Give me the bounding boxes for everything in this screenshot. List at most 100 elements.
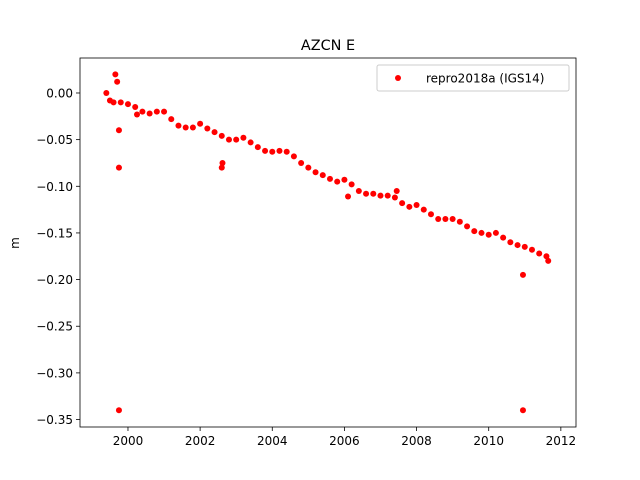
data-point: [283, 148, 290, 155]
y-tick-label: −0.20: [36, 273, 73, 287]
data-points: [103, 71, 552, 414]
data-point: [161, 108, 168, 115]
data-point: [478, 229, 485, 236]
data-point: [182, 124, 189, 131]
data-point: [345, 193, 352, 200]
data-point: [115, 127, 122, 134]
data-point: [326, 175, 333, 182]
data-point: [110, 99, 117, 106]
data-point: [218, 164, 225, 171]
data-point: [492, 229, 499, 236]
data-point: [500, 234, 507, 241]
x-axis-ticks: 2000 2002 2004 2006 2008 2010 2012: [113, 427, 576, 448]
data-point: [114, 78, 121, 85]
data-point: [240, 134, 247, 141]
data-point: [384, 192, 391, 199]
legend: repro2018a (IGS14): [376, 64, 570, 92]
data-point: [276, 147, 283, 154]
data-point: [139, 108, 146, 115]
y-tick-label: −0.25: [36, 320, 73, 334]
x-tick-label: 2002: [185, 434, 216, 448]
data-point: [519, 271, 526, 278]
x-tick-label: 2012: [546, 434, 577, 448]
data-point: [225, 136, 232, 143]
data-point: [370, 190, 377, 197]
y-tick-label: −0.15: [36, 226, 73, 240]
legend-marker: [395, 75, 401, 81]
data-point: [168, 116, 175, 123]
data-point: [112, 71, 119, 78]
data-point: [305, 164, 312, 171]
data-point: [519, 407, 526, 414]
y-axis-ticks: 0.00 −0.05 −0.10 −0.15 −0.20 −0.25 −0.30 −0.35: [36, 86, 80, 427]
data-point: [117, 99, 124, 106]
data-point: [377, 192, 384, 199]
x-tick-label: 2004: [257, 434, 288, 448]
x-tick-label: 2010: [473, 434, 504, 448]
data-point: [146, 110, 153, 117]
y-tick-label: 0.00: [46, 86, 73, 100]
data-point: [124, 101, 131, 108]
data-point: [427, 211, 434, 218]
axes-frame: [79, 57, 577, 428]
data-point: [247, 139, 254, 146]
data-point: [521, 243, 528, 250]
data-point: [464, 223, 471, 230]
data-point: [218, 132, 225, 139]
data-point: [471, 228, 478, 235]
data-point: [406, 203, 413, 210]
data-point: [189, 124, 196, 131]
data-point: [254, 144, 261, 151]
data-point: [348, 181, 355, 188]
data-point: [399, 200, 406, 207]
data-point: [115, 164, 122, 171]
data-point: [449, 215, 456, 222]
data-point: [507, 239, 514, 246]
y-axis-label: m: [8, 237, 22, 249]
data-point: [456, 218, 463, 225]
x-tick-label: 2008: [401, 434, 432, 448]
data-point: [204, 125, 211, 132]
data-point: [175, 122, 182, 129]
data-point: [211, 129, 218, 136]
data-point: [115, 407, 122, 414]
data-point: [132, 103, 139, 110]
y-tick-label: −0.30: [36, 366, 73, 380]
data-point: [514, 242, 521, 249]
data-point: [290, 153, 297, 160]
data-point: [536, 250, 543, 257]
data-point: [393, 187, 400, 194]
data-point: [269, 148, 276, 155]
data-point: [319, 172, 326, 179]
data-point: [262, 147, 269, 154]
data-point: [103, 89, 110, 96]
data-point: [413, 201, 420, 208]
data-point: [420, 206, 427, 213]
data-point: [197, 120, 204, 127]
data-point: [312, 169, 319, 176]
data-point: [528, 246, 535, 253]
y-tick-label: −0.35: [36, 413, 73, 427]
data-point: [442, 215, 449, 222]
data-point: [391, 194, 398, 201]
legend-box: [376, 64, 570, 92]
y-tick-label: −0.05: [36, 133, 73, 147]
data-point: [233, 136, 240, 143]
data-point: [435, 215, 442, 222]
data-point: [334, 178, 341, 185]
data-point: [219, 159, 226, 166]
y-tick-label: −0.10: [36, 180, 73, 194]
data-point: [298, 159, 305, 166]
x-tick-label: 2006: [329, 434, 360, 448]
data-point: [363, 190, 370, 197]
data-point: [133, 111, 140, 118]
x-tick-label: 2000: [113, 434, 144, 448]
chart-title: AZCN E: [301, 38, 355, 54]
legend-label: repro2018a (IGS14): [426, 72, 544, 86]
data-point: [545, 257, 552, 264]
data-point: [485, 231, 492, 238]
data-point: [543, 253, 550, 260]
data-point: [153, 108, 160, 115]
data-point: [355, 187, 362, 194]
